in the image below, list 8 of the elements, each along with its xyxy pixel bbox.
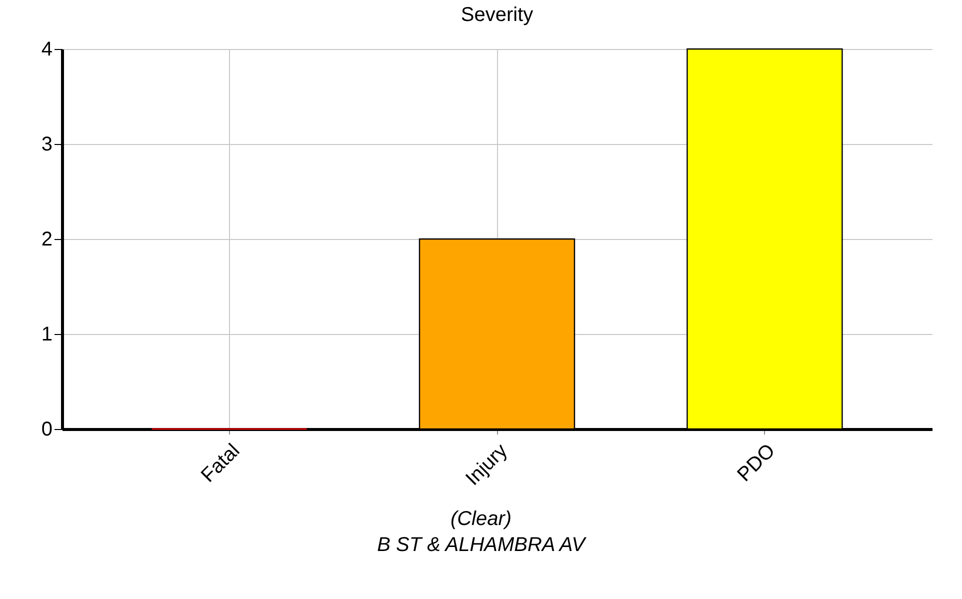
y-tick-label: 2: [41, 228, 52, 250]
text: B ST & ALHAMBRA AV: [376, 533, 588, 558]
chart-title: Severity: [460, 4, 534, 26]
y-tick-label: 3: [41, 134, 52, 156]
y-tick-label: 1: [41, 324, 52, 346]
text: (Clear): [449, 507, 513, 532]
y-tick-label: 0: [41, 418, 52, 440]
y-tick-label: 4: [41, 38, 52, 60]
